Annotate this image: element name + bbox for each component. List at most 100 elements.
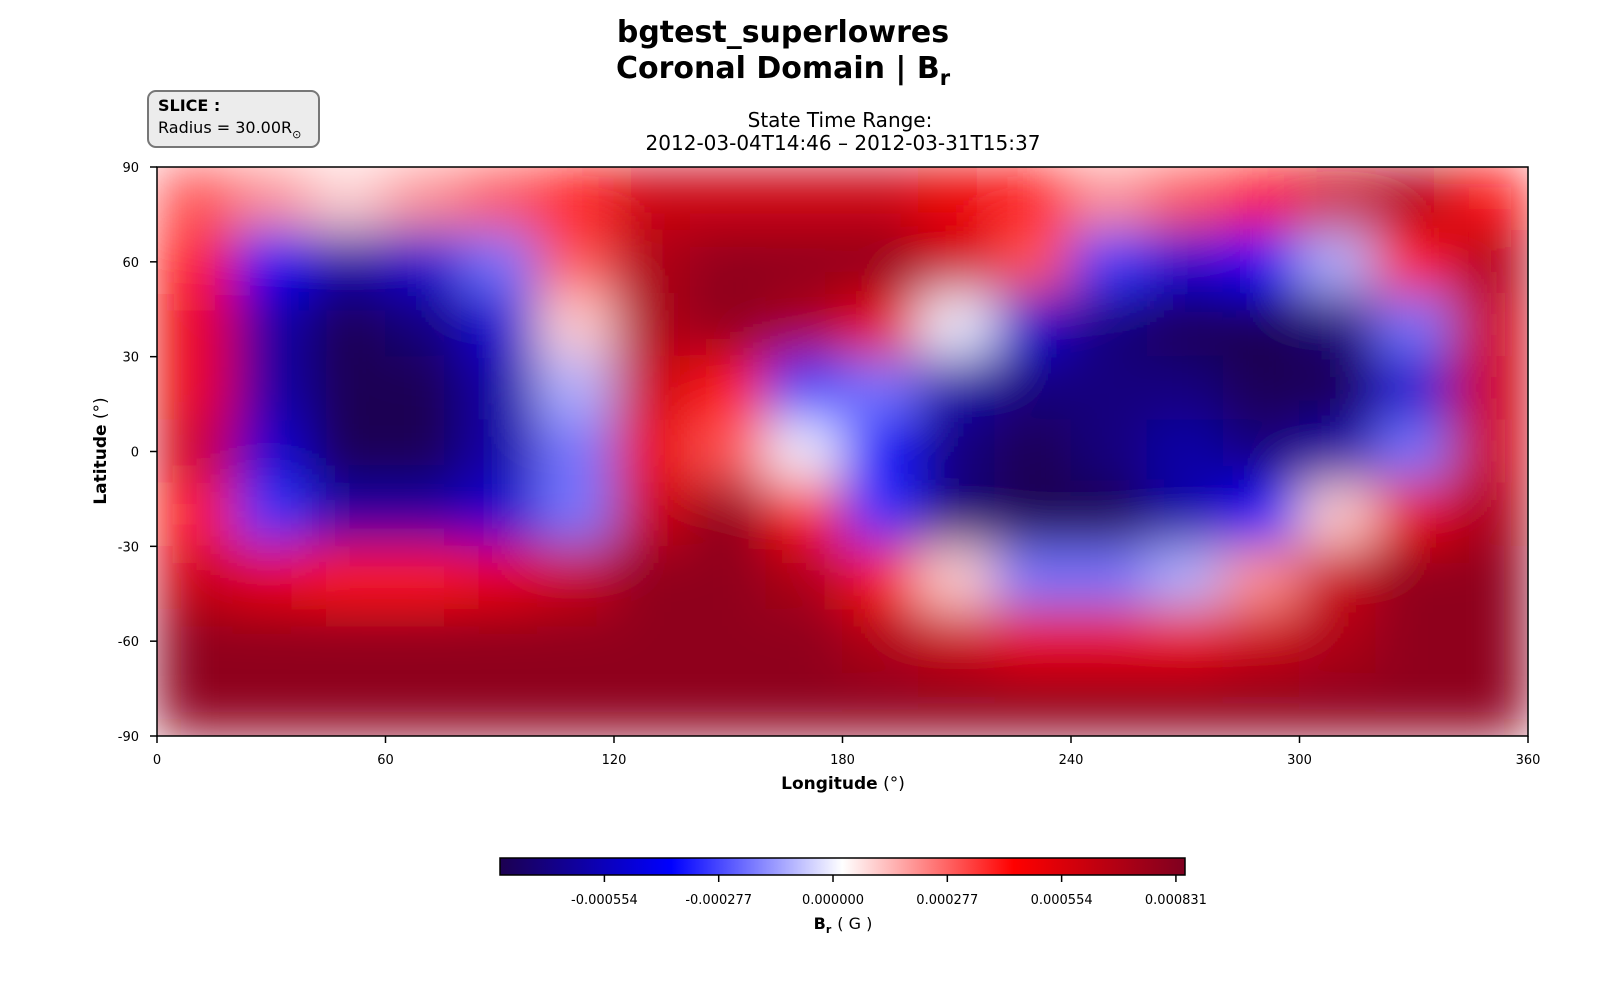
heatmap-cell [689, 229, 767, 294]
heatmap-cell [461, 167, 539, 231]
heatmap-cell [232, 672, 310, 736]
heatmap-cell [689, 356, 767, 421]
y-tick-label: -30 [118, 540, 139, 555]
heatmap-cell [1070, 229, 1148, 294]
heatmap-cell [1451, 356, 1528, 421]
heatmap-cell [1222, 356, 1300, 421]
heatmap-cell [385, 609, 463, 674]
heatmap-cell [1070, 672, 1148, 736]
x-tick-label: 120 [602, 753, 627, 768]
heatmap-cell [461, 482, 539, 547]
heatmap-cell [308, 229, 386, 294]
heatmap-cell [842, 419, 920, 484]
heatmap-cell [1146, 229, 1224, 294]
heatmap-cell [689, 419, 767, 484]
heatmap-cell [1299, 229, 1377, 294]
heatmap-cell [1146, 609, 1224, 674]
heatmap-cell [1146, 356, 1224, 421]
colorbar-tick-label: 0.000000 [802, 893, 864, 908]
heatmap-cell [1070, 482, 1148, 547]
x-tick-label: 360 [1516, 753, 1541, 768]
heatmap-cell [157, 356, 234, 421]
heatmap-cell [537, 292, 615, 358]
heatmap-cell [765, 292, 843, 358]
heatmap-cell [613, 545, 691, 611]
heatmap-cell [1146, 292, 1224, 358]
heatmap-cell [1451, 482, 1528, 547]
heatmap-cell [461, 292, 539, 358]
heatmap-cell [1375, 167, 1453, 231]
heatmap-cell [1375, 419, 1453, 484]
heatmap-cell [1451, 419, 1528, 484]
heatmap-cell [918, 609, 996, 674]
heatmap-cell [385, 545, 463, 611]
colorbar-tick-label: 0.000277 [916, 893, 978, 908]
heatmap-cell [1070, 545, 1148, 611]
heatmap-cell [1451, 609, 1528, 674]
heatmap-cell [842, 167, 920, 231]
colorbar-unit: ( G ) [837, 914, 872, 933]
heatmap-cell [1222, 672, 1300, 736]
colorbar-label-text: B [814, 914, 826, 933]
heatmap-cell [385, 229, 463, 294]
heatmap-cell [232, 419, 310, 484]
colorbar-tick-label: 0.000554 [1031, 893, 1093, 908]
y-tick-label: 60 [122, 256, 139, 271]
heatmap-cell [1299, 167, 1377, 231]
heatmap-cell [1299, 545, 1377, 611]
heatmap-cell [308, 609, 386, 674]
y-tick-label: 90 [122, 161, 139, 176]
heatmap-cell [1451, 292, 1528, 358]
x-tick-label: 300 [1287, 753, 1312, 768]
heatmap-cell [1070, 419, 1148, 484]
subtitle-subscript: r [940, 66, 951, 90]
heatmap-cell [1222, 545, 1300, 611]
heatmap-cell [613, 609, 691, 674]
colorbar-label-subscript: r [826, 923, 832, 936]
heatmap-cell [918, 167, 996, 231]
heatmap-cell [918, 672, 996, 736]
y-tick-label: 0 [131, 446, 139, 461]
y-axis-label: Latitude (°) [91, 397, 111, 504]
slice-label: SLICE : [158, 96, 220, 115]
heatmap-cell [842, 545, 920, 611]
colorbar-tick-label: 0.000831 [1145, 893, 1207, 908]
slice-unit: ⊙ [292, 128, 301, 141]
heatmap-cell [1299, 609, 1377, 674]
heatmap-cell [1451, 167, 1528, 231]
heatmap-cell [918, 356, 996, 421]
heatmap-cell [461, 672, 539, 736]
heatmap-cell [994, 672, 1072, 736]
heatmap-cell [1299, 356, 1377, 421]
heatmap-cell [842, 292, 920, 358]
time-label: State Time Range: [748, 108, 933, 132]
heatmap-cell [461, 545, 539, 611]
heatmap-cell [994, 229, 1072, 294]
heatmap-cell [157, 482, 234, 547]
heatmap-cell [613, 482, 691, 547]
heatmap-cell [613, 167, 691, 231]
heatmap-cell [994, 482, 1072, 547]
heatmap-cell [461, 229, 539, 294]
heatmap-cell [613, 672, 691, 736]
heatmap-cell [308, 356, 386, 421]
chart-title: bgtest_superlowres [617, 15, 949, 50]
slice-radius: Radius = 30.00R [158, 118, 292, 137]
heatmap-cell [537, 672, 615, 736]
heatmap-cell [994, 609, 1072, 674]
x-label-unit: (°) [883, 774, 905, 794]
colorbar-label: Br ( G ) [814, 914, 873, 936]
heatmap-cell [157, 672, 234, 736]
heatmap-cell [765, 229, 843, 294]
heatmap-cell [232, 545, 310, 611]
heatmap-cell [994, 292, 1072, 358]
heatmap-cell [1222, 482, 1300, 547]
heatmap-cell [537, 229, 615, 294]
heatmap-cell [1299, 672, 1377, 736]
heatmap-cell [1451, 229, 1528, 294]
heatmap-cell [842, 482, 920, 547]
heatmap-cell [1070, 609, 1148, 674]
heatmap-cell [689, 167, 767, 231]
heatmap-cell [689, 292, 767, 358]
heatmap-cell [537, 419, 615, 484]
